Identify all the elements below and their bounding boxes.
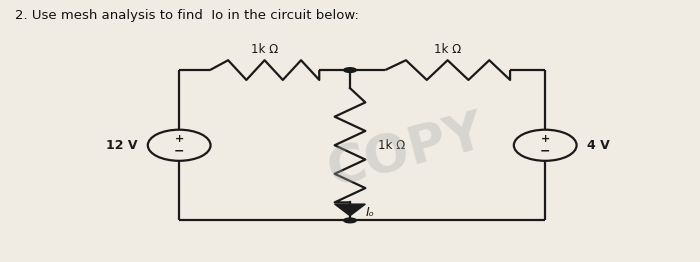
Text: Iₒ: Iₒ: [365, 206, 375, 219]
Text: COPY: COPY: [321, 106, 490, 198]
Text: 12 V: 12 V: [106, 139, 137, 152]
Polygon shape: [335, 204, 365, 216]
Text: −: −: [540, 145, 550, 158]
Text: −: −: [174, 145, 184, 158]
Text: +: +: [174, 134, 184, 144]
Text: 1k Ω: 1k Ω: [378, 139, 405, 152]
Text: 2. Use mesh analysis to find  Io in the circuit below:: 2. Use mesh analysis to find Io in the c…: [15, 9, 359, 22]
Text: 1k Ω: 1k Ω: [434, 43, 461, 56]
Circle shape: [344, 68, 356, 72]
Text: 1k Ω: 1k Ω: [251, 43, 278, 56]
Circle shape: [344, 218, 356, 223]
Text: +: +: [540, 134, 550, 144]
Text: 4 V: 4 V: [587, 139, 610, 152]
